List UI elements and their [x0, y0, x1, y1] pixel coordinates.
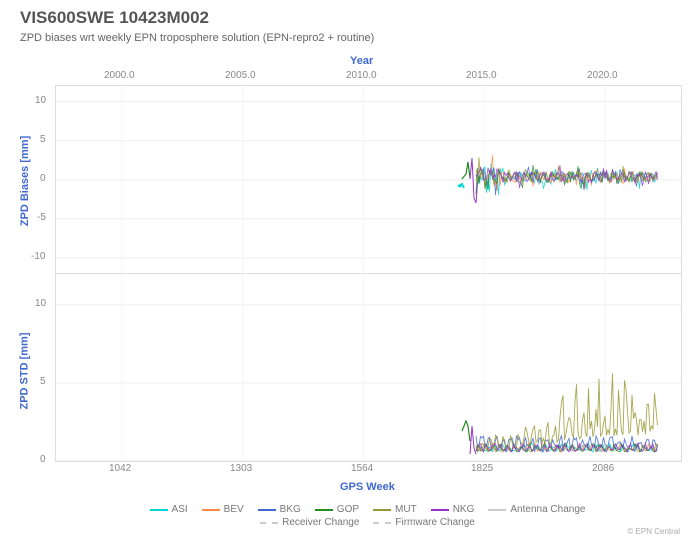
plot-svg	[56, 86, 681, 461]
ytick: -10	[31, 251, 45, 262]
legend-bev: BEV	[202, 504, 244, 515]
legend: ASI BEV BKG GOP MUT NKG Antenna Change R…	[55, 504, 680, 530]
credit: © EPN Central	[627, 527, 680, 536]
legend-receiver: Receiver Change	[260, 517, 359, 528]
legend-firmware: Firmware Change	[373, 517, 474, 528]
ytick: 5	[40, 134, 46, 145]
ytick: 0	[40, 454, 46, 465]
legend-label: Receiver Change	[282, 517, 359, 528]
ytick: 10	[35, 95, 46, 106]
legend-label: Antenna Change	[510, 504, 585, 515]
ytick: 0	[40, 173, 46, 184]
legend-label: BKG	[280, 504, 301, 515]
legend-antenna: Antenna Change	[488, 504, 585, 515]
legend-label: Firmware Change	[395, 517, 474, 528]
xtick-top: 2010.0	[346, 70, 377, 81]
bottom-axis-label: GPS Week	[340, 481, 395, 493]
legend-label: GOP	[337, 504, 359, 515]
legend-gop: GOP	[315, 504, 359, 515]
legend-label: NKG	[453, 504, 475, 515]
xtick-top: 2020.0	[587, 70, 618, 81]
xtick-top: 2005.0	[225, 70, 256, 81]
legend-row-2: Receiver Change Firmware Change	[55, 517, 680, 528]
y-axis-label-bottom: ZPD STD [mm]	[19, 333, 31, 410]
xtick: 1303	[230, 463, 252, 474]
xtick: 2086	[592, 463, 614, 474]
legend-row-1: ASI BEV BKG GOP MUT NKG Antenna Change	[55, 504, 680, 515]
chart-container: VIS600SWE 10423M002 ZPD biases wrt weekl…	[0, 0, 700, 540]
legend-nkg: NKG	[431, 504, 475, 515]
xtick: 1042	[109, 463, 131, 474]
legend-bkg: BKG	[258, 504, 301, 515]
xtick: 1825	[471, 463, 493, 474]
legend-label: ASI	[172, 504, 188, 515]
xtick-top: 2000.0	[104, 70, 135, 81]
plot-area	[55, 85, 682, 462]
legend-asi: ASI	[150, 504, 188, 515]
xtick-top: 2015.0	[466, 70, 497, 81]
ytick: -5	[37, 212, 46, 223]
chart-title: VIS600SWE 10423M002	[20, 8, 209, 28]
top-axis-label: Year	[350, 55, 373, 67]
y-axis-label-top: ZPD Biases [mm]	[19, 136, 31, 226]
legend-mut: MUT	[373, 504, 417, 515]
ytick: 10	[35, 298, 46, 309]
legend-label: MUT	[395, 504, 417, 515]
legend-label: BEV	[224, 504, 244, 515]
ytick: 5	[40, 376, 46, 387]
xtick: 1564	[351, 463, 373, 474]
chart-subtitle: ZPD biases wrt weekly EPN troposphere so…	[20, 32, 374, 44]
